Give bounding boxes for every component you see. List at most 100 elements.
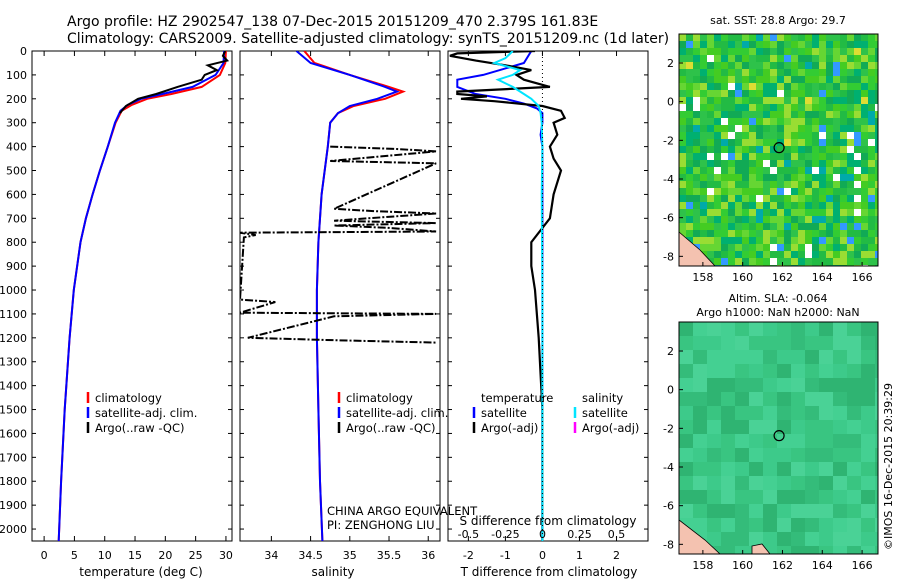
lat-tick-label: -8 <box>663 538 674 551</box>
sla-map-cell <box>861 532 875 546</box>
sst-map-cell <box>693 34 700 41</box>
sst-map-cell <box>756 181 763 188</box>
sla-map-cell <box>777 490 791 504</box>
sla-map-cell <box>707 462 721 476</box>
sla-map-cell <box>805 462 819 476</box>
sst-map-cell <box>798 223 805 230</box>
sst-map-cell <box>742 111 749 118</box>
sst-map-cell <box>819 244 826 251</box>
sla-map-cell <box>819 448 833 462</box>
series-line-argo-raw-qc- <box>119 51 230 114</box>
sla-map-cell <box>777 364 791 378</box>
sst-map-cell <box>714 90 721 97</box>
sla-map-cell <box>763 392 777 406</box>
sst-map-cell <box>854 83 861 90</box>
sla-map-cell <box>735 336 749 350</box>
sst-map-cell <box>735 139 742 146</box>
legend-argo-label: Argo(..raw -QC) <box>346 421 436 435</box>
sla-map-cell <box>777 546 791 554</box>
sst-map-cell <box>756 139 763 146</box>
sst-map-cell <box>756 62 763 69</box>
sst-map-cell <box>714 223 721 230</box>
sst-map-cell <box>784 223 791 230</box>
sst-map-cell <box>679 132 686 139</box>
sst-map-cell <box>784 167 791 174</box>
sst-map-cell <box>777 132 784 139</box>
sst-map-cell <box>861 125 868 132</box>
sst-map-cell <box>742 62 749 69</box>
sst-map-cell <box>847 97 854 104</box>
sst-map-cell <box>854 244 861 251</box>
sst-map-cell <box>693 181 700 188</box>
sst-map-cell <box>770 34 777 41</box>
sla-map-cell <box>819 490 833 504</box>
sla-map-cell <box>721 504 735 518</box>
depth-tick-label: 600 <box>6 188 27 201</box>
sst-map-cell <box>875 76 878 83</box>
sst-map-cell <box>763 104 770 111</box>
sst-map-cell <box>819 97 826 104</box>
sla-map-cell <box>721 336 735 350</box>
sst-map-cell <box>854 160 861 167</box>
sst-map-cell <box>749 251 756 258</box>
sst-map-cell <box>693 90 700 97</box>
sla-map-cell <box>693 434 707 448</box>
sst-map-cell <box>847 230 854 237</box>
sla-map-cell <box>791 378 805 392</box>
sst-map-cell <box>707 132 714 139</box>
sst-map-cell <box>763 83 770 90</box>
sst-map-cell <box>735 62 742 69</box>
sst-map-cell <box>686 146 693 153</box>
sst-map-cell <box>833 132 840 139</box>
sla-map-cell <box>749 378 763 392</box>
sla-map-cell <box>805 532 819 546</box>
sst-map-cell <box>868 118 875 125</box>
sst-map-cell <box>763 195 770 202</box>
sla-map-cell <box>791 322 805 336</box>
sst-map-cell <box>812 104 819 111</box>
sst-map-cell <box>812 202 819 209</box>
sla-map-cell <box>861 392 875 406</box>
sst-map-cell <box>784 34 791 41</box>
sla-map-cell <box>861 434 875 448</box>
sst-map-cell <box>728 216 735 223</box>
sla-map-cell <box>875 504 878 518</box>
sst-map-cell <box>756 209 763 216</box>
sst-map-cell <box>854 216 861 223</box>
sst-map-cell <box>798 139 805 146</box>
sst-map-cell <box>805 244 812 251</box>
sla-map-cell <box>679 406 693 420</box>
sst-map-cell <box>714 251 721 258</box>
sst-map-cell <box>693 237 700 244</box>
difference-axes: -2 -1 0 1 2 <box>448 50 648 562</box>
sst-map-cell <box>854 111 861 118</box>
s-diff-tick-label: 0.5 <box>608 528 626 541</box>
sst-map-cell <box>686 83 693 90</box>
sst-map-cell <box>721 195 728 202</box>
sst-map-cell <box>742 41 749 48</box>
sst-map-cell <box>707 62 714 69</box>
sst-map-cell <box>861 181 868 188</box>
sst-map-cell <box>861 146 868 153</box>
sla-map-cell <box>749 518 763 532</box>
sst-map-cell <box>714 125 721 132</box>
sst-map-cell <box>784 153 791 160</box>
sst-map-cell <box>679 76 686 83</box>
sst-map-cell <box>700 209 707 216</box>
sst-map-cell <box>826 69 833 76</box>
sst-map-cell <box>686 167 693 174</box>
sst-map-cell <box>763 146 770 153</box>
sst-map-cell <box>763 97 770 104</box>
sst-map-cell <box>861 153 868 160</box>
sst-map-cell <box>735 188 742 195</box>
sst-map-cell <box>679 118 686 125</box>
lat-tick-label: -6 <box>663 500 674 513</box>
sst-map-cell <box>756 195 763 202</box>
sst-map-cell <box>777 90 784 97</box>
sst-map-cell <box>791 237 798 244</box>
sst-map-cell <box>714 132 721 139</box>
sst-map-cell <box>812 76 819 83</box>
sst-map-cell <box>770 104 777 111</box>
sla-map-cell <box>763 462 777 476</box>
profile-location-marker <box>773 142 785 154</box>
